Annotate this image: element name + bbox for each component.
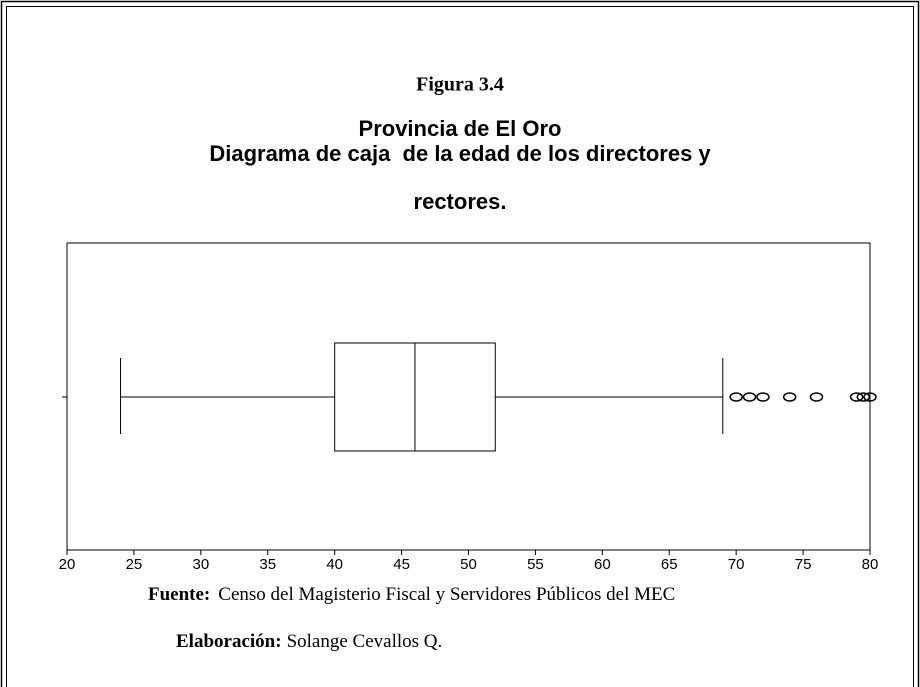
- credit: Elaboración: Solange Cevallos Q.: [176, 631, 442, 652]
- chart-title: rectores.: [414, 189, 507, 214]
- x-tick-label: 55: [527, 556, 544, 573]
- x-tick-label: 40: [326, 556, 343, 573]
- x-tick-label: 65: [661, 556, 678, 573]
- outlier: [729, 392, 743, 402]
- outlier: [849, 392, 864, 402]
- credit-label: Elaboración:: [176, 631, 282, 652]
- x-tick-label: 35: [259, 556, 276, 573]
- x-tick-label: 30: [192, 556, 209, 573]
- x-tick-label: 80: [862, 556, 879, 573]
- x-tick-label: 75: [795, 556, 812, 573]
- outlier: [809, 392, 824, 402]
- outlier: [863, 392, 877, 402]
- x-tick-label: 20: [59, 556, 76, 573]
- outlier: [856, 392, 871, 402]
- x-tick-label: 50: [460, 556, 477, 573]
- outlier: [756, 392, 770, 402]
- outlier: [742, 392, 757, 402]
- chart-title: Provincia de El Oro: [359, 116, 562, 141]
- figure-label: Figura 3.4: [416, 74, 504, 96]
- x-tick-label: 70: [728, 556, 745, 573]
- x-tick-label: 45: [393, 556, 410, 573]
- x-tick-label: 25: [126, 556, 143, 573]
- chart-title: Diagrama de caja de la edad de los direc…: [209, 141, 711, 166]
- inner-frame: [6, 6, 914, 687]
- outlier: [782, 392, 797, 402]
- source-text: Censo del Magisterio Fiscal y Servidores…: [218, 584, 675, 605]
- x-tick-label: 60: [594, 556, 611, 573]
- source-label: Fuente:: [148, 584, 210, 605]
- credit-text: Solange Cevallos Q.: [287, 631, 443, 652]
- source: Fuente: Censo del Magisterio Fiscal y Ser…: [148, 584, 675, 605]
